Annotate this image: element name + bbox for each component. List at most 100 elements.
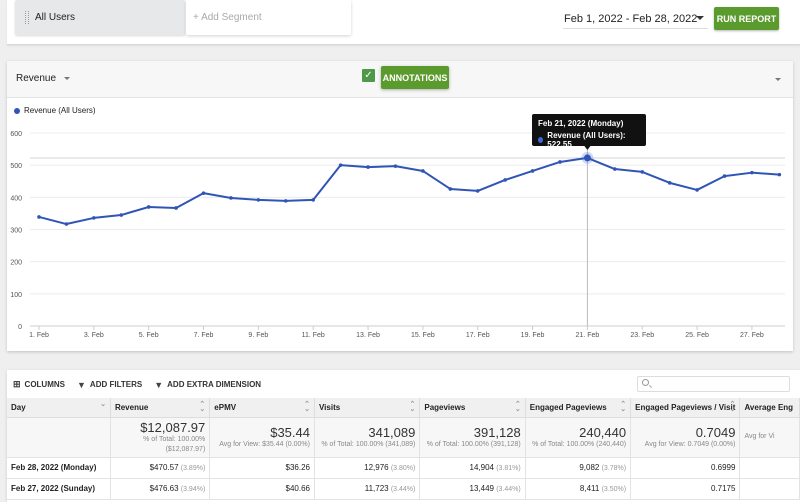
- x-tick-label: 5. Feb: [139, 332, 159, 339]
- add-filters-label: ADD FILTERS: [89, 380, 143, 389]
- column-header-visits[interactable]: Visits ⌃ ⌄: [314, 398, 421, 418]
- add-segment-button[interactable]: + Add Segment: [186, 0, 351, 35]
- total-value: 391,128: [473, 424, 521, 440]
- annotations-checkbox[interactable]: ✓: [362, 69, 375, 82]
- data-point[interactable]: [503, 178, 507, 182]
- data-point[interactable]: [201, 191, 206, 195]
- columns-icon: ⊞: [13, 379, 21, 389]
- cell-engaged-pageviews: 9,082 (3.78%): [525, 457, 632, 479]
- chart-panel: Revenue ✓ ANNOTATIONS Revenue (All Users…: [7, 61, 793, 351]
- data-point[interactable]: [613, 167, 617, 171]
- data-point[interactable]: [750, 170, 754, 175]
- segment-bar: All Users + Add Segment Feb 1, 2022 - Fe…: [7, 0, 800, 45]
- annotations-button[interactable]: ANNOTATIONS: [381, 66, 449, 89]
- sort-icon: ⌃ ⌄: [199, 401, 206, 413]
- data-point[interactable]: [448, 187, 453, 191]
- header-label: Engaged Pageviews / Visit: [635, 402, 736, 412]
- x-tick-label: 1. Feb: [29, 332, 49, 339]
- highlighted-data-point[interactable]: [583, 154, 591, 162]
- data-point[interactable]: [92, 216, 96, 220]
- data-point[interactable]: [421, 169, 425, 173]
- cell-value: 13,449: [469, 484, 494, 493]
- segment-all-users[interactable]: All Users: [15, 0, 185, 35]
- data-point[interactable]: [722, 174, 727, 178]
- header-label: Revenue: [114, 402, 149, 412]
- total-average-engaged: Avg for Vi: [739, 417, 800, 458]
- total-sub: % of Total: 100.00%: [143, 435, 206, 443]
- data-point[interactable]: [695, 188, 699, 192]
- column-header-average-engaged[interactable]: Average Eng: [739, 398, 800, 418]
- column-header-engaged-per-visit[interactable]: Engaged Pageviews / Visit ⌃ ⌄: [630, 398, 741, 418]
- data-point[interactable]: [229, 196, 233, 200]
- data-point[interactable]: [640, 170, 645, 174]
- column-header-engaged-pageviews[interactable]: Engaged Pageviews ⌃ ⌄: [525, 398, 632, 418]
- chevron-down-icon: [64, 76, 71, 80]
- column-header-revenue[interactable]: Revenue ⌃ ⌄: [110, 398, 211, 418]
- total-pageviews: 391,128% of Total: 100.00% (391,128): [419, 417, 526, 458]
- y-tick-label: 100: [10, 292, 22, 299]
- data-point[interactable]: [667, 181, 672, 185]
- chart-legend[interactable]: Revenue (All Users): [14, 106, 96, 115]
- collapse-chevron-icon[interactable]: [775, 78, 781, 81]
- total-value: 341,089: [368, 424, 416, 440]
- x-tick-label: 11. Feb: [302, 332, 325, 339]
- header-label: ePMV: [214, 402, 237, 412]
- add-extra-dimension-button[interactable]: ▼ ADD EXTRA DIMENSION: [154, 380, 261, 390]
- data-point[interactable]: [174, 206, 178, 210]
- cell-pct: (3.80%): [390, 465, 416, 472]
- revenue-series-line[interactable]: [38, 156, 780, 226]
- total-value: $12,087.97: [140, 419, 206, 435]
- cell-visits: 11,723 (3.44%): [314, 478, 421, 500]
- x-tick-label: 13. Feb: [356, 332, 380, 339]
- date-range-select[interactable]: Feb 1, 2022 - Feb 28, 2022: [563, 9, 708, 29]
- add-dimension-label: ADD EXTRA DIMENSION: [167, 380, 262, 389]
- data-point[interactable]: [338, 163, 343, 167]
- run-report-button[interactable]: RUN REPORT: [714, 7, 779, 30]
- drag-handle-icon[interactable]: [25, 11, 29, 24]
- metric-select[interactable]: Revenue: [16, 73, 71, 84]
- data-point[interactable]: [37, 215, 41, 219]
- add-filters-button[interactable]: ▼ ADD FILTERS: [77, 380, 142, 390]
- y-tick-label: 0: [18, 324, 22, 331]
- data-point[interactable]: [146, 205, 151, 209]
- header-label: Engaged Pageviews: [529, 402, 607, 412]
- total-revenue: $12,087.97% of Total: 100.00% ($12,087.97…: [110, 417, 211, 458]
- data-point[interactable]: [530, 169, 535, 173]
- y-tick-label: 500: [10, 163, 22, 170]
- total-sub: % of Total: 100.00% (341,089): [321, 440, 416, 448]
- data-point[interactable]: [283, 199, 288, 203]
- table-search-input[interactable]: [637, 376, 790, 392]
- x-tick-label: 15. Feb: [411, 332, 435, 339]
- data-point[interactable]: [311, 198, 316, 202]
- filter-icon: ▼: [77, 379, 86, 390]
- totals-day: [7, 417, 111, 458]
- table-row[interactable]: Feb 27, 2022 (Sunday) $476.63 (3.94%) $4…: [7, 478, 800, 500]
- tooltip-pointer: [584, 146, 591, 150]
- data-point[interactable]: [256, 198, 261, 202]
- cell-day: Feb 28, 2022 (Monday): [7, 457, 111, 479]
- columns-button[interactable]: ⊞ COLUMNS: [13, 379, 65, 390]
- data-point[interactable]: [119, 213, 124, 217]
- data-point[interactable]: [393, 164, 398, 168]
- sort-icon: ⌃ ⌄: [620, 401, 627, 413]
- cell-value: 11,723: [364, 484, 389, 493]
- data-point[interactable]: [777, 172, 782, 177]
- data-point[interactable]: [64, 222, 69, 226]
- revenue-line-chart[interactable]: 0 100 200 300 400 500 600 1. Feb 3. Feb 5. Feb 7. …: [0, 0, 800, 360]
- data-point[interactable]: [366, 165, 370, 169]
- total-engaged-pageviews: 240,440% of Total: 100.00% (240,440): [525, 417, 632, 458]
- x-tick-label: 7. Feb: [194, 332, 214, 339]
- column-header-epmv[interactable]: ePMV ⌃ ⌄: [209, 398, 315, 418]
- table-row[interactable]: Feb 28, 2022 (Monday) $470.57 (3.89%) $3…: [7, 457, 800, 479]
- table-header-row: Day ⌄ Revenue ⌃ ⌄ ePMV ⌃ ⌄ Visits ⌃ ⌄ Pageviews…: [7, 398, 800, 418]
- cell-pct: (3.81%): [496, 465, 521, 472]
- data-point[interactable]: [558, 160, 562, 164]
- column-header-day[interactable]: Day ⌄: [7, 398, 111, 418]
- data-point[interactable]: [475, 189, 480, 193]
- cell-epmv: $40.66: [209, 478, 315, 500]
- total-engaged-per-visit: 0.7049 Avg for View: 0.7049 (0.00%): [630, 417, 741, 458]
- y-tick-label: 600: [10, 131, 22, 138]
- cell-engaged-pageviews: 8,411 (3.50%): [525, 478, 632, 500]
- header-label: Average Eng: [744, 402, 794, 412]
- column-header-pageviews[interactable]: Pageviews ⌃ ⌄: [419, 398, 526, 418]
